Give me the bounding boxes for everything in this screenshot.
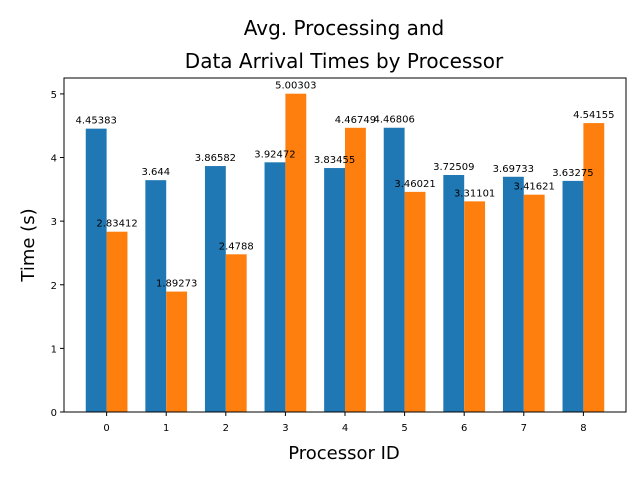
bar-series-1-cat-3	[285, 93, 307, 412]
x-tick-label: 3	[282, 423, 288, 434]
y-tick-label: 1	[51, 344, 57, 355]
bar-series-1-cat-6	[464, 201, 486, 412]
y-axis-label: Time (s)	[18, 208, 39, 282]
x-tick-label: 5	[401, 423, 407, 434]
bar-series-0-cat-5	[383, 127, 405, 412]
bar-series-1-cat-8	[583, 123, 605, 412]
x-tick-label: 4	[342, 423, 348, 434]
bar-series-0-cat-1	[145, 180, 167, 412]
chart-title-line-2: Data Arrival Times by Processor	[185, 49, 504, 73]
x-tick-label: 1	[163, 423, 169, 434]
data-label-series-0-cat-0: 4.45383	[76, 116, 117, 127]
data-label-series-0-cat-1: 3.644	[141, 167, 170, 178]
bar-series-1-cat-1	[166, 291, 188, 412]
x-tick-label: 6	[461, 423, 467, 434]
data-label-series-0-cat-2: 3.86582	[195, 153, 236, 164]
bar-series-1-cat-0	[106, 231, 128, 412]
bar-series-0-cat-8	[562, 180, 584, 412]
y-tick-label: 2	[51, 281, 57, 292]
y-tick-label: 4	[51, 154, 57, 165]
y-tick-label: 3	[51, 217, 57, 228]
data-label-series-1-cat-3: 5.00303	[275, 81, 316, 92]
data-label-series-0-cat-3: 3.92472	[254, 149, 295, 160]
data-label-series-1-cat-7: 3.41621	[514, 182, 555, 193]
data-label-series-1-cat-5: 3.46021	[394, 179, 435, 190]
bar-series-0-cat-0	[85, 128, 107, 412]
bars-group	[85, 93, 605, 413]
data-label-series-1-cat-2: 2.4788	[219, 241, 254, 252]
bar-series-1-cat-4	[345, 127, 366, 413]
data-label-series-1-cat-0: 2.83412	[96, 219, 137, 230]
x-axis-ticks: 0 1 2 3 4 5 6 7 8	[103, 412, 587, 434]
bar-series-1-cat-7	[523, 194, 545, 412]
y-axis-ticks: 0 1 2 3 4 5	[51, 90, 64, 419]
data-label-series-0-cat-8: 3.63275	[552, 168, 593, 179]
bar-series-0-cat-4	[324, 168, 345, 412]
data-label-series-1-cat-1: 1.89273	[156, 279, 197, 290]
data-label-series-0-cat-5: 4.46806	[373, 115, 414, 126]
x-tick-label: 2	[223, 423, 229, 434]
bar-series-0-cat-6	[443, 175, 465, 412]
chart-title-line-1: Avg. Processing and	[244, 16, 445, 40]
x-tick-label: 8	[580, 423, 586, 434]
data-label-series-1-cat-8: 4.54155	[573, 110, 614, 121]
data-labels-group: 4.45383 3.644 3.86582 3.92472 3.83455 4.46806…	[76, 81, 615, 290]
data-label-series-1-cat-6: 3.31101	[454, 188, 495, 199]
data-label-series-0-cat-7: 3.69733	[493, 164, 534, 175]
data-label-series-0-cat-6: 3.72509	[433, 162, 474, 173]
data-label-series-0-cat-4: 3.83455	[314, 155, 355, 166]
data-label-series-1-cat-4: 4.46749	[335, 115, 376, 126]
y-tick-label: 0	[51, 408, 57, 419]
x-axis-label: Processor ID	[288, 443, 400, 464]
bar-series-1-cat-2	[225, 254, 247, 412]
x-tick-label: 7	[521, 423, 527, 434]
y-tick-label: 5	[51, 90, 57, 101]
bar-series-0-cat-2	[204, 166, 226, 412]
bar-series-1-cat-5	[404, 191, 426, 412]
x-tick-label: 0	[103, 423, 109, 434]
bar-series-0-cat-3	[264, 162, 286, 412]
bar-series-0-cat-7	[502, 176, 524, 412]
